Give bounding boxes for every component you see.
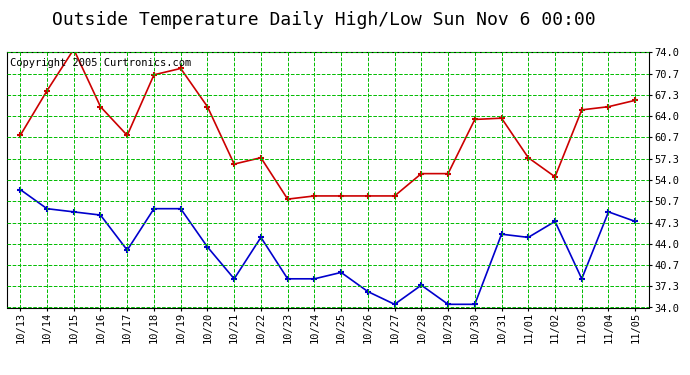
Text: Outside Temperature Daily High/Low Sun Nov 6 00:00: Outside Temperature Daily High/Low Sun N… bbox=[52, 11, 596, 29]
Text: Copyright 2005 Curtronics.com: Copyright 2005 Curtronics.com bbox=[10, 58, 191, 68]
